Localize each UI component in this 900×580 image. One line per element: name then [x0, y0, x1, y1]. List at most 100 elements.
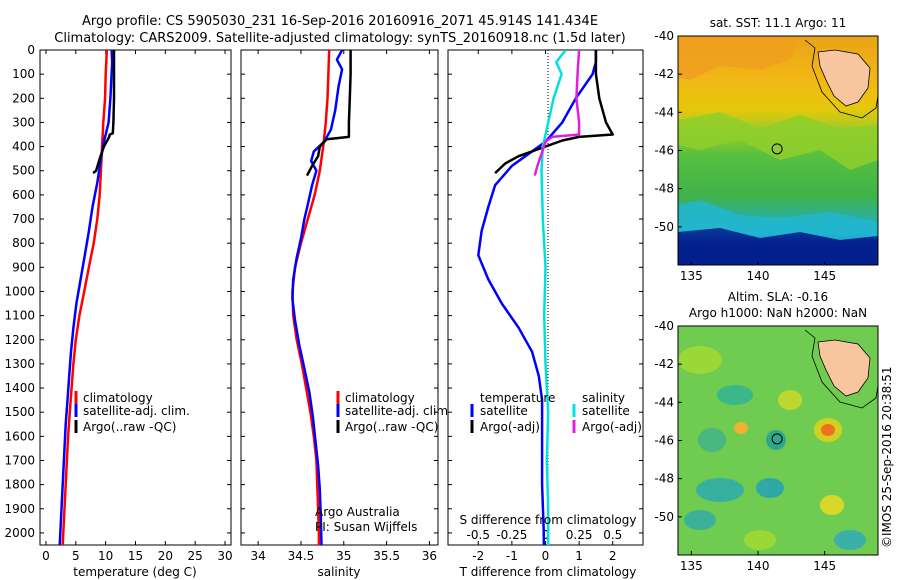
sla-lat-label: -48 — [654, 472, 674, 486]
credit-argo-australia: Argo Australia — [315, 505, 400, 519]
difference-s-tick-label: -0.5 — [467, 528, 490, 542]
temperature-legend-climatology: climatology — [83, 391, 153, 405]
salinity-y-ticks — [241, 49, 438, 534]
sla-blob — [766, 430, 786, 450]
sla-blob — [717, 385, 753, 405]
salinity-legend-argo: Argo(..raw -QC) — [345, 420, 438, 434]
header-line-1: Argo profile: CS 5905030_231 16-Sep-2016… — [82, 14, 598, 29]
depth-tick-label: 1200 — [4, 333, 35, 347]
sst-lat-label: -42 — [654, 67, 674, 81]
sla-map-title: Altim. SLA: -0.16 — [728, 290, 828, 304]
sla-blob — [821, 424, 835, 436]
sla-lon-label: 140 — [747, 559, 770, 573]
depth-tick-label: 600 — [12, 188, 35, 202]
sla-lon-label: 145 — [813, 559, 836, 573]
depth-tick-label: 1000 — [4, 284, 35, 298]
credit-pi: PI: Susan Wijffels — [315, 520, 417, 534]
sla-lat-label: -44 — [654, 395, 674, 409]
sst-argo-marker — [771, 143, 783, 155]
sla-lat-label: -40 — [654, 319, 674, 333]
salinity-x-tick-label: 34 — [250, 549, 265, 563]
salinity-panel: 34 34.5 35 35.5 36 salinity climatology sate… — [240, 49, 452, 579]
difference-legend: temperature satellite Argo(-adj) salinit… — [470, 391, 642, 434]
sst-texture — [678, 36, 878, 265]
difference-s-tick-label: 0.25 — [566, 528, 593, 542]
sst-lon-label: 145 — [813, 269, 836, 283]
depth-tick-label: 100 — [12, 67, 35, 81]
difference-line-temperature-satellite — [477, 50, 598, 545]
legend-s-satellite: satellite — [582, 404, 630, 418]
temperature-legend: climatology satellite-adj. clim. Argo(..… — [74, 391, 190, 434]
sla-blobs — [678, 346, 866, 550]
sst-shelf-contour — [804, 39, 879, 119]
difference-panel: -2 -1 0 1 2 -0.5 -0.25 0 0.25 0.5 T difference f… — [447, 49, 644, 579]
depth-tick-label: 900 — [12, 260, 35, 274]
sla-map-panel: Altim. SLA: -0.16 Argo h1000: NaN h2000:… — [654, 290, 879, 573]
sst-lat-label: -40 — [654, 29, 674, 43]
sst-x-ticks: 135 140 145 — [680, 261, 836, 283]
salinity-series — [291, 50, 352, 545]
temperature-x-tick-label: 15 — [128, 549, 143, 563]
difference-series — [477, 50, 614, 545]
salinity-line-satellite-adj-clim — [291, 50, 344, 545]
salinity-legend-satellite: satellite-adj. clim. — [345, 404, 452, 418]
legend-title-salinity: salinity — [582, 391, 625, 405]
sla-blob — [696, 478, 744, 502]
temperature-line-satellite-adj-clim — [58, 50, 114, 545]
sst-lon-label: 140 — [747, 269, 770, 283]
difference-s-ticks: -0.5 -0.25 0 0.25 0.5 — [467, 528, 623, 542]
difference-s-tick-label: 0.5 — [603, 528, 622, 542]
temperature-legend-satellite: satellite-adj. clim. — [83, 404, 190, 418]
depth-tick-label: 1500 — [4, 405, 35, 419]
difference-y-ticks — [448, 49, 643, 534]
legend-title-temperature: temperature — [480, 391, 555, 405]
temperature-y-ticks: 0 100 200 300 400 500 600 700 800 900 1000 1100 1200… — [4, 43, 231, 540]
header-line-2: Climatology: CARS2009. Satellite-adjuste… — [54, 31, 626, 46]
depth-tick-label: 1900 — [4, 502, 35, 516]
imos-credit: ©IMOS 25-Sep-2016 20:38:51 — [880, 366, 894, 548]
legend-t-satellite: satellite — [480, 404, 528, 418]
depth-tick-label: 1700 — [4, 453, 35, 467]
temperature-x-ticks: 0 5 10 15 20 25 30 — [42, 50, 233, 563]
sla-map-subtitle: Argo h1000: NaN h2000: NaN — [689, 306, 867, 320]
difference-line-temperature-argo-adj — [494, 50, 614, 175]
sla-tasmania-land — [817, 339, 871, 397]
difference-x-tick-label: 2 — [609, 549, 617, 563]
sst-tasmania-land — [817, 49, 871, 107]
temperature-legend-argo: Argo(..raw -QC) — [83, 420, 176, 434]
salinity-x-tick-label: 35.5 — [373, 549, 400, 563]
sst-green-band — [678, 112, 878, 170]
temperature-x-tick-label: 25 — [188, 549, 203, 563]
temperature-series — [58, 50, 116, 545]
depth-tick-label: 500 — [12, 164, 35, 178]
sst-lat-label: -50 — [654, 220, 674, 234]
sst-y-ticks: -40 -42 -44 -46 -48 -50 — [654, 29, 682, 234]
difference-x-tick-label: 1 — [575, 549, 583, 563]
sla-lat-label: -42 — [654, 357, 674, 371]
difference-s-tick-label: 0 — [542, 528, 550, 542]
sla-blob — [778, 390, 802, 410]
sla-blob — [756, 478, 784, 498]
sla-shelf-contour — [804, 329, 879, 409]
temperature-x-tick-label: 10 — [98, 549, 113, 563]
difference-x-tick-label: -1 — [506, 549, 518, 563]
sla-lat-label: -46 — [654, 434, 674, 448]
difference-line-salinity-satellite — [540, 50, 567, 545]
temperature-panel: 0100200300400500600700800900100011001200… — [4, 43, 232, 579]
legend-s-argo: Argo(-adj) — [582, 420, 642, 434]
temperature-line-argo-raw-qc — [92, 50, 116, 175]
salinity-x-label: salinity — [317, 565, 360, 579]
depth-tick-label: 1300 — [4, 357, 35, 371]
salinity-x-tick-label: 35 — [336, 549, 351, 563]
sla-blob — [820, 495, 844, 515]
sst-cold-blue — [678, 228, 878, 265]
sst-lat-label: -46 — [654, 144, 674, 158]
depth-tick-label: 2000 — [4, 526, 35, 540]
sla-x-ticks: 135 140 145 — [680, 551, 836, 573]
difference-line-salinity-argo-adj — [533, 50, 581, 176]
salinity-legend: climatology satellite-adj. clim. Argo(..… — [336, 391, 452, 434]
difference-x-tick-label: 0 — [542, 549, 550, 563]
sst-map-panel: sat. SST: 11.1 Argo: 11 135 140 145 -40 -42… — [654, 16, 879, 283]
sla-lat-label: -50 — [654, 510, 674, 524]
salinity-frame — [240, 49, 439, 546]
